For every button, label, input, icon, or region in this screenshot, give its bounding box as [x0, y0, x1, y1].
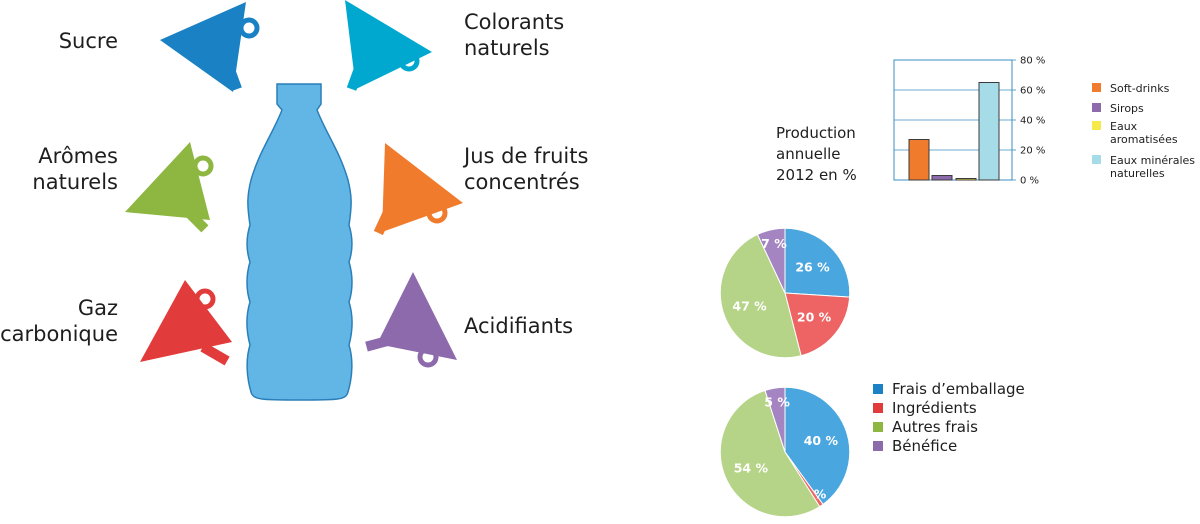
label-jus-line1: Jus de fruits	[462, 144, 588, 168]
gaz-funnel-icon	[140, 280, 232, 366]
funnel-spout-shape	[373, 210, 393, 236]
funnel-ring-shape	[398, 50, 420, 72]
legend-label: Autres frais	[892, 418, 978, 436]
production-caption-line2: annuelle	[776, 145, 841, 163]
y-tick-label: 80 %	[1020, 56, 1045, 67]
legend-swatch	[1092, 83, 1101, 92]
pie-label-0: 26 %	[795, 260, 830, 275]
production-bar-chart: 0 % 20 % 40 % 60 % 80 % Soft-drinks Sirops Eaux…	[893, 56, 1195, 187]
legend-swatch	[873, 384, 883, 394]
funnel-cone-shape	[125, 142, 210, 220]
legend-label: Soft-drinks	[1110, 82, 1170, 95]
sucre-funnel-icon	[160, 2, 260, 92]
acidifiants-funnel-icon	[365, 272, 457, 368]
funnel-cone-shape	[382, 143, 463, 232]
y-tick-label: 0 %	[1020, 176, 1039, 187]
colorants-funnel-icon	[345, 0, 432, 91]
pie-outline	[719, 227, 851, 359]
label-acidifiants: Acidifiants	[464, 314, 573, 338]
label-jus-line2: concentrés	[464, 170, 580, 194]
legend-label: Frais d’emballage	[892, 380, 1025, 398]
bar-3	[978, 82, 1000, 181]
funnel-cone-shape	[345, 0, 432, 89]
y-tick-label: 40 %	[1020, 116, 1045, 127]
funnel-cone-shape	[160, 2, 246, 92]
pie-label-1: 20 %	[797, 310, 832, 325]
aromes-funnel-icon	[125, 142, 214, 233]
funnel-spout-shape	[222, 59, 242, 91]
funnel-ring-shape	[194, 288, 216, 310]
pie-label-3: 7 %	[761, 236, 787, 251]
legend-label: Eaux minérales	[1110, 154, 1195, 167]
jus-funnel-icon	[373, 143, 463, 236]
funnel-cone-shape	[140, 280, 232, 362]
label-aromes-line2: naturels	[32, 170, 118, 194]
funnel-ring-shape	[417, 346, 439, 368]
legend-swatch	[873, 441, 883, 451]
label-colorants-line2: naturels	[464, 36, 550, 60]
y-tick-label: 60 %	[1020, 86, 1045, 97]
legend-label: Bénéfice	[892, 437, 957, 455]
funnel-ring-shape	[426, 202, 448, 224]
label-colorants-line1: Colorants	[464, 10, 564, 34]
legend-swatch	[1092, 155, 1101, 164]
legend-label: aromatisées	[1110, 133, 1178, 146]
pie-label-0: 40 %	[804, 433, 839, 448]
funnel-spout-shape	[181, 205, 209, 233]
legend-label: Sirops	[1110, 102, 1144, 115]
pie-label-3: 5 %	[764, 394, 790, 409]
production-caption-line3: 2012 en %	[776, 166, 857, 184]
bar-1	[931, 175, 953, 181]
pie-label-2: 47 %	[732, 298, 767, 313]
funnel-ring-shape	[192, 155, 214, 177]
pie-chart-1: 26 % 20 % 47 % 7 %	[719, 227, 851, 359]
label-sucre: Sucre	[59, 29, 118, 53]
funnel-ring-shape	[238, 17, 260, 39]
funnel-spout-shape	[365, 334, 395, 352]
legend-swatch	[873, 422, 883, 432]
pie-label-2: 54 %	[734, 461, 769, 476]
funnel-spout-shape	[200, 342, 230, 366]
legend-label: naturelles	[1110, 167, 1165, 180]
label-gaz-line2: carbonique	[0, 322, 118, 346]
funnel-cone-shape	[377, 272, 457, 360]
bar-2	[955, 178, 977, 181]
legend-label: Ingrédients	[892, 399, 977, 417]
production-caption-line1: Production	[776, 124, 856, 142]
bottle-icon	[246, 83, 353, 401]
label-aromes-line1: Arômes	[38, 144, 118, 168]
legend-swatch	[873, 403, 883, 413]
y-tick-label: 20 %	[1020, 146, 1045, 157]
bar-0	[908, 139, 930, 181]
label-gaz-line1: Gaz	[78, 296, 118, 320]
legend-label: Eaux	[1110, 120, 1138, 133]
pie-outline	[719, 386, 851, 518]
legend-swatch	[1092, 103, 1101, 112]
legend-swatch	[1092, 121, 1101, 130]
pie-chart-2: 40 %1 %54 %5 %Frais d’emballageIngrédien…	[719, 380, 1025, 518]
funnel-spout-shape	[346, 57, 368, 91]
